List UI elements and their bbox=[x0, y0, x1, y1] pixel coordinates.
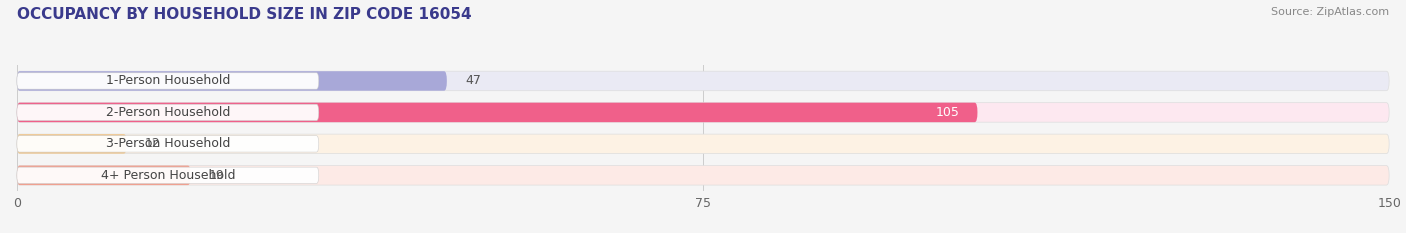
FancyBboxPatch shape bbox=[17, 134, 1389, 154]
FancyBboxPatch shape bbox=[17, 71, 1389, 91]
FancyBboxPatch shape bbox=[17, 136, 319, 152]
Text: 105: 105 bbox=[935, 106, 959, 119]
FancyBboxPatch shape bbox=[17, 71, 447, 91]
FancyBboxPatch shape bbox=[17, 73, 319, 89]
Text: Source: ZipAtlas.com: Source: ZipAtlas.com bbox=[1271, 7, 1389, 17]
Text: 12: 12 bbox=[145, 137, 160, 150]
Text: OCCUPANCY BY HOUSEHOLD SIZE IN ZIP CODE 16054: OCCUPANCY BY HOUSEHOLD SIZE IN ZIP CODE … bbox=[17, 7, 471, 22]
FancyBboxPatch shape bbox=[17, 167, 319, 184]
FancyBboxPatch shape bbox=[17, 166, 191, 185]
Text: 3-Person Household: 3-Person Household bbox=[105, 137, 231, 150]
Text: 4+ Person Household: 4+ Person Household bbox=[101, 169, 235, 182]
FancyBboxPatch shape bbox=[17, 134, 127, 154]
FancyBboxPatch shape bbox=[17, 166, 1389, 185]
Text: 1-Person Household: 1-Person Household bbox=[105, 75, 231, 87]
Text: 47: 47 bbox=[465, 75, 481, 87]
Text: 19: 19 bbox=[209, 169, 225, 182]
FancyBboxPatch shape bbox=[17, 103, 1389, 122]
FancyBboxPatch shape bbox=[17, 104, 319, 121]
FancyBboxPatch shape bbox=[17, 103, 977, 122]
Text: 2-Person Household: 2-Person Household bbox=[105, 106, 231, 119]
